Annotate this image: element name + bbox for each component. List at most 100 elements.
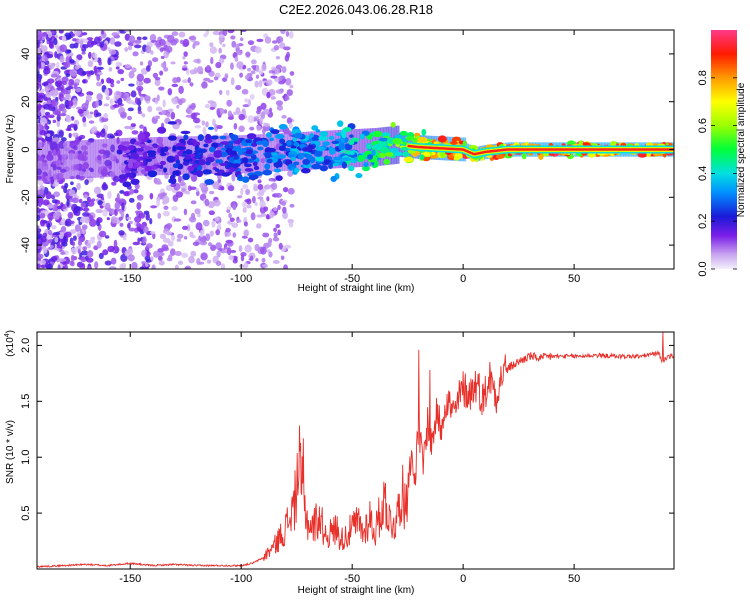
spectrogram-speckle — [75, 58, 79, 66]
spectrogram-blob — [262, 169, 273, 176]
spectrogram-blob — [325, 156, 333, 160]
spectrogram-speckle — [226, 206, 232, 211]
spectrogram-speckle — [227, 185, 235, 192]
spectrogram-plot: -150 -100 -50 0 50 -40 -20 0 20 40 Height of stra… — [5, 29, 675, 294]
spectrogram-speckle — [289, 203, 295, 208]
spectrogram-speckle — [247, 40, 255, 46]
spectrogram-blob — [205, 133, 212, 141]
spectrogram-speckle — [115, 61, 123, 67]
spectrogram-blob — [462, 140, 467, 148]
spectrogram-speckle — [252, 196, 256, 204]
spectrogram-speckle — [149, 217, 153, 225]
spectrogram-speckle — [188, 35, 197, 41]
spectrogram-speckle — [256, 38, 264, 43]
spectrogram-speckle — [120, 77, 125, 82]
spectrogram-speckle — [246, 204, 252, 209]
colorbar-tick-label: 0.6 — [697, 118, 709, 133]
spectrogram-speckle — [215, 62, 222, 69]
spectrogram-speckle — [199, 182, 207, 189]
spectrogram-speckle — [240, 30, 247, 33]
spectrogram-band — [351, 129, 355, 168]
spectrogram-blob — [136, 161, 141, 168]
spectrogram-band — [111, 138, 115, 177]
snr-scale-label: (x104) — [4, 330, 16, 357]
spectrogram-speckle — [142, 36, 148, 41]
spectrogram-speckle — [236, 61, 244, 69]
spectrogram-speckle — [190, 212, 196, 220]
spectrogram-blob — [244, 167, 254, 172]
spectrogram-speckle — [81, 103, 89, 111]
spectrogram-speckle — [213, 199, 221, 207]
spectrogram-blob — [210, 135, 219, 140]
spectrogram-speckle — [60, 202, 64, 208]
spectrogram-blob — [453, 155, 460, 161]
spectrogram-blob — [322, 141, 331, 146]
spectrogram-blob — [521, 152, 527, 160]
spectrogram-speckle — [82, 122, 87, 127]
spectrogram-speckle — [87, 37, 94, 41]
spectrogram-speckle — [102, 113, 109, 119]
spectrogram-speckle — [123, 191, 130, 197]
spectrogram-speckle — [184, 266, 190, 269]
spectrogram-blob — [146, 139, 152, 144]
spectrogram-speckle — [65, 218, 72, 227]
spectrogram-speckle — [162, 200, 167, 205]
spectrogram-blob — [246, 133, 257, 140]
spectrogram-speckle — [63, 61, 71, 69]
spectrogram-speckle — [68, 189, 76, 197]
spectrogram-speckle — [243, 221, 248, 227]
spectrogram-speckle — [110, 257, 117, 265]
spectrogram-speckle — [86, 250, 94, 258]
spectrogram-speckle — [93, 36, 101, 45]
snr-scale-text: (x104) — [4, 330, 16, 357]
spectrogram-speckle — [190, 102, 196, 111]
spectrogram-speckle — [159, 233, 167, 240]
spectrogram-speckle — [128, 83, 135, 87]
spectrogram-speckle — [71, 33, 76, 37]
spectrogram-blob — [191, 163, 199, 168]
spectrogram-blob — [328, 135, 335, 140]
spectrogram-speckle — [200, 252, 208, 261]
spectrogram-speckle — [231, 222, 239, 228]
spectrogram-band — [167, 136, 171, 175]
spectrogram-speckle — [199, 240, 208, 246]
spectrogram-speckle — [244, 75, 250, 80]
spectrogram-speckle — [165, 45, 173, 53]
spectrogram-speckle — [143, 95, 151, 102]
spectrogram-speckle — [127, 115, 132, 121]
spectrogram-speckle — [81, 51, 86, 55]
spectrogram-speckle — [143, 210, 150, 215]
spectrogram-speckle — [167, 240, 174, 247]
spectrogram-speckle — [61, 185, 65, 189]
spectrogram-speckle — [100, 129, 106, 138]
spectrogram-speckle — [183, 208, 188, 216]
spectrogram-speckle — [177, 260, 184, 265]
spectrogram-speckle — [86, 91, 94, 96]
spectrogram-speckle — [37, 56, 41, 62]
spectrogram-speckle — [176, 233, 184, 239]
spectrogram-speckle — [178, 85, 184, 94]
spectrogram-blob — [437, 135, 447, 143]
snr-xtick-label: -100 — [230, 573, 252, 585]
spectrogram-speckle — [117, 69, 125, 75]
spectrogram-speckle — [37, 249, 41, 254]
spectrogram-speckle — [176, 104, 180, 109]
spectrogram-speckle — [289, 84, 294, 89]
spectrogram-speckle — [233, 257, 238, 261]
spectrogram-speckle — [79, 218, 84, 223]
spectrogram-speckle — [249, 94, 255, 100]
spectrogram-speckle — [181, 252, 189, 258]
spectrogram-speckle — [86, 242, 92, 249]
spectrogram-speckle — [121, 202, 125, 211]
spectrogram-speckle — [122, 234, 127, 241]
spectrogram-speckle — [212, 118, 216, 127]
spectrogram-speckle — [183, 61, 188, 65]
spectrogram-blob — [229, 150, 237, 156]
spectrogram-speckle — [48, 229, 53, 236]
spectrogram-speckle — [72, 197, 80, 204]
spectrogram-speckle — [152, 72, 159, 79]
spectrogram-blob — [318, 135, 328, 141]
spectrogram-blob — [219, 135, 227, 140]
spectrogram-band — [79, 140, 83, 179]
spectrogram-speckle — [47, 103, 53, 111]
